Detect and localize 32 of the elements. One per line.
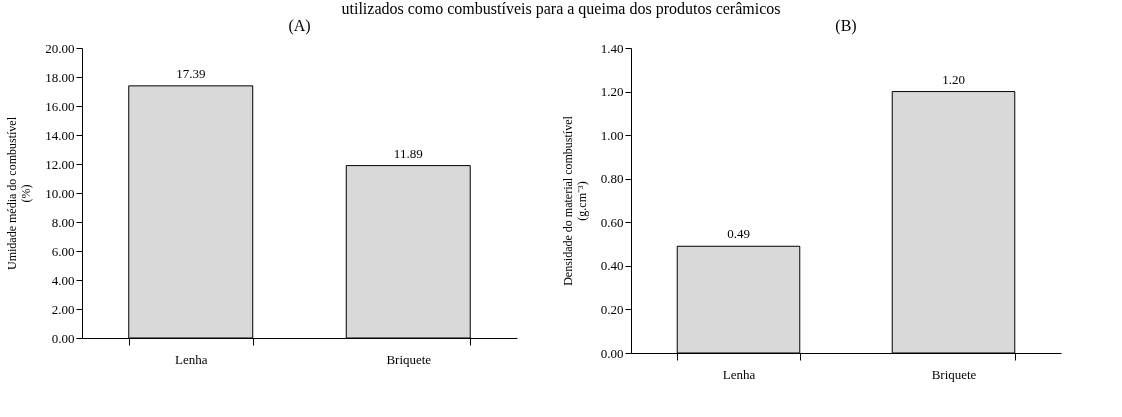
data-label: 0.49 [727,226,750,242]
data-label: 11.89 [393,145,423,161]
chart-title: (A) [288,17,311,35]
y-tick-label: 2.00 [51,301,75,317]
y-tick-label: 4.00 [51,272,75,288]
y-tick-label: 16.00 [45,98,75,114]
y-tick-label: 0.00 [600,345,624,361]
y-tick-label: 20.00 [45,40,75,56]
x-tick-label: Lenha [175,351,208,367]
y-tick-label: 1.40 [600,40,624,56]
text: utilizados como combustíveis para a queima dos produtos cerâmicos [340,0,782,18]
y-tick-label: 0.60 [600,214,624,230]
y-axis-title: Densidade do material combustível (g.cm⁻³) [560,115,589,286]
data-label: 17.39 [176,65,206,81]
y-tick-label: 6.00 [51,243,75,259]
data-label: 1.20 [942,71,965,87]
y-tick-label: 10.00 [45,185,75,201]
y-tick-label: 8.00 [51,214,75,230]
y-tick-label: 0.40 [600,258,624,274]
y-tick-label: 0.80 [600,171,624,187]
y-axis-title: Umidade média do combustível (%) [5,116,34,270]
x-tick-label: Lenha [722,366,756,382]
y-tick-label: 1.20 [600,84,624,100]
y-tick-label: 1.00 [600,127,624,143]
y-tick-label: 0.20 [600,301,624,317]
y-tick-label: 0.00 [51,330,75,346]
y-tick-label: 12.00 [45,156,75,172]
chart-title: (B) [835,17,857,35]
x-tick-label: Briquete [931,366,977,382]
y-tick-label: 18.00 [45,69,75,85]
y-tick-label: 14.00 [45,127,75,143]
x-tick-label: Briquete [386,351,432,367]
